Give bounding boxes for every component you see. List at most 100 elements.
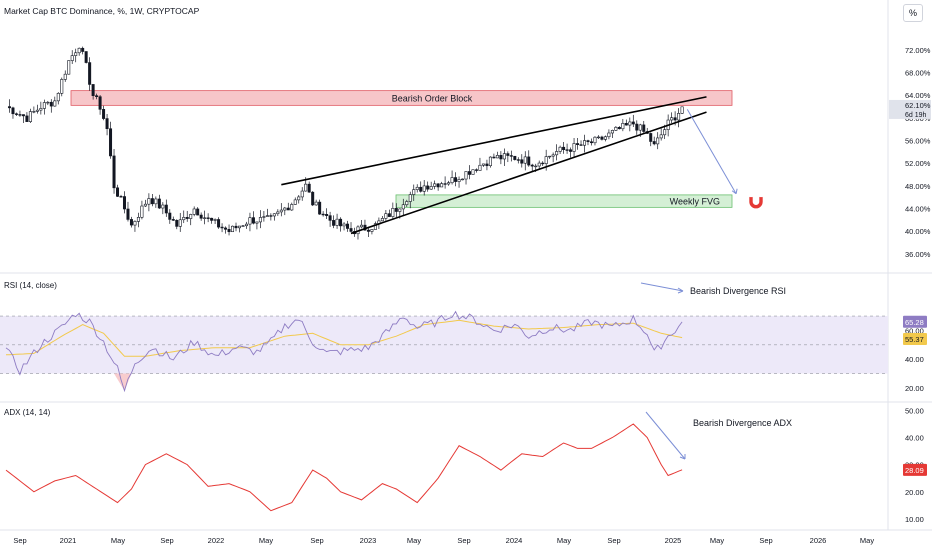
candle-body (680, 106, 684, 114)
time-tick-label: 2026 (810, 536, 827, 545)
candle-body (25, 115, 29, 122)
candle-body (415, 186, 419, 190)
fvg-rect[interactable] (395, 194, 733, 208)
candle-body (122, 196, 126, 210)
candle-body (140, 205, 144, 218)
candle-body (217, 219, 221, 228)
last-price-labels: 62.10% 6d 19h (889, 99, 931, 119)
candle-body (276, 211, 280, 215)
candle-body (603, 136, 607, 140)
candle-body (88, 62, 92, 85)
percent-scale-button[interactable]: % (903, 4, 923, 22)
last-price-value: 62.10% (905, 101, 931, 110)
wedge-upper-line[interactable] (281, 96, 707, 186)
candle-body (509, 155, 513, 157)
candle-body (464, 171, 468, 180)
candle-body (171, 219, 175, 221)
candle-body (119, 196, 123, 198)
time-tick-label: 2021 (60, 536, 77, 545)
candle-body (426, 185, 430, 190)
candle-body (154, 198, 158, 205)
candle-body (53, 100, 57, 107)
candle-body (178, 219, 182, 227)
candle-body (593, 136, 597, 144)
bearish-projection-arrow[interactable] (686, 109, 738, 195)
candle-body (513, 155, 517, 160)
candle-body (565, 149, 569, 151)
candle-body (499, 155, 503, 160)
candle-body (596, 136, 600, 139)
candle-body (244, 223, 248, 227)
candle-body (318, 201, 322, 215)
candle-body (457, 179, 461, 182)
candle-body (18, 114, 22, 116)
bearish-order-block[interactable]: Bearish Order Block (70, 90, 733, 106)
candle-body (436, 183, 440, 188)
candle-body (461, 178, 465, 181)
candle-body (576, 143, 580, 145)
candle-body (213, 219, 217, 221)
candle-body (659, 134, 663, 139)
wedge-lower-line[interactable] (350, 111, 707, 235)
candle-body (116, 187, 120, 197)
candle-body (63, 73, 67, 80)
candle-body (544, 156, 548, 164)
price-axis: 72.00%68.00%64.00%60.00%56.00%52.00%48.0… (905, 46, 931, 259)
candle-body (98, 96, 102, 110)
candle-body (60, 79, 64, 94)
order-block-rect[interactable] (70, 90, 733, 106)
candle-body (569, 149, 573, 152)
candle-body (220, 226, 224, 229)
adx-tick-label: 40.00 (905, 434, 924, 443)
adx-line (5, 423, 683, 512)
candle-body (412, 189, 416, 195)
candle-body (342, 223, 346, 227)
candle-body (652, 141, 656, 145)
candle-body (328, 215, 332, 221)
candle-body (673, 117, 677, 121)
candle-body (314, 201, 318, 206)
candle-body (401, 204, 405, 210)
price-tick-label: 56.00% (905, 137, 931, 146)
candle-body (614, 126, 618, 131)
candle-body (551, 154, 555, 157)
candle-body (642, 124, 646, 132)
adx-series: Bearish Divergence ADX 28.09 (5, 411, 927, 512)
rising-wedge[interactable] (281, 96, 707, 235)
candle-body (210, 217, 214, 221)
rsi-oversold-fill (114, 373, 132, 391)
candle-body (366, 229, 370, 232)
candle-body (49, 101, 53, 107)
candle-body (262, 216, 266, 218)
price-tick-label: 68.00% (905, 69, 931, 78)
candle-body (481, 163, 485, 166)
candle-body (32, 111, 36, 113)
candle-body (656, 137, 660, 145)
candle-body (624, 123, 628, 126)
adx-divergence-arrow (645, 411, 686, 460)
candle-body (628, 121, 632, 126)
candle-body (471, 169, 475, 175)
candle-body (272, 213, 276, 217)
candle-body (677, 113, 681, 121)
candle-body (649, 133, 653, 142)
time-tick-label: May (407, 536, 421, 545)
candle-body (370, 229, 374, 232)
candle-body (558, 146, 562, 152)
candle-body (555, 151, 559, 156)
candle-body (77, 47, 81, 54)
candle-body (548, 155, 552, 158)
candle-body (380, 218, 384, 222)
candle-body (408, 194, 412, 202)
price-tick-label: 44.00% (905, 205, 931, 214)
candle-body (433, 183, 437, 187)
candle-body (589, 141, 593, 144)
candle-body (46, 101, 50, 104)
weekly-fvg-zone[interactable]: Weekly FVG (395, 194, 733, 208)
candle-body (161, 204, 165, 209)
candle-body (307, 183, 311, 193)
adx-divergence-label: Bearish Divergence ADX (693, 418, 792, 428)
price-tick-label: 40.00% (905, 227, 931, 236)
candle-body (70, 55, 74, 61)
